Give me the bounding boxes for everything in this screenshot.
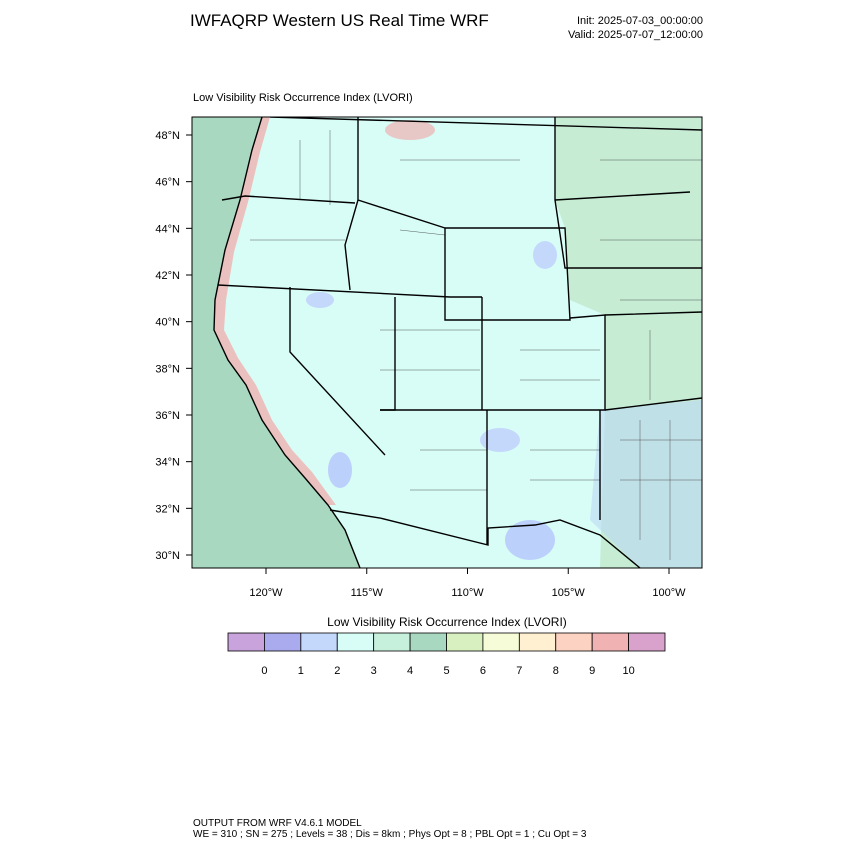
lon-label: 115°W [351, 587, 384, 599]
colorbar-box [227, 632, 265, 652]
colorbar-title: Low Visibility Risk Occurrence Index (LV… [327, 615, 567, 629]
colorbar-box [518, 632, 557, 652]
state-border [357, 199, 606, 411]
shade [385, 120, 435, 140]
shade [480, 428, 520, 452]
colorbar-box [409, 632, 447, 652]
map-subtitle: Low Visibility Risk Occurrence Index (LV… [193, 92, 413, 104]
colorbar-label: 9 [589, 665, 595, 677]
colorbar-box [446, 632, 484, 652]
coastal-band [214, 117, 336, 505]
shade [306, 292, 334, 308]
colorbar: 0 1 2 3 4 5 6 7 8 9 10 [227, 632, 666, 677]
colorbar-label: 5 [443, 665, 449, 677]
lon-label: 100°W [652, 587, 686, 599]
colorbar-label: 1 [298, 665, 304, 677]
colorbar-box [373, 632, 411, 652]
colorbar-box [555, 632, 593, 652]
colorbar-box [482, 632, 520, 652]
shade [505, 520, 555, 560]
lat-label: 40°N [155, 317, 180, 329]
colorbar-label: 2 [334, 665, 340, 677]
colorbar-label: 0 [261, 665, 267, 677]
lon-label: 120°W [249, 587, 283, 599]
colorbar-label: 7 [516, 665, 522, 677]
map-frame [191, 116, 703, 569]
colorbar-box [300, 632, 338, 652]
lat-label: 38°N [155, 363, 180, 375]
colorbar-label: 8 [553, 665, 559, 677]
state-border [217, 284, 482, 298]
lat-label: 46°N [155, 177, 180, 189]
country-border [329, 509, 641, 568]
country-border [269, 117, 702, 131]
ocean [192, 117, 360, 568]
shade [533, 241, 557, 269]
colorbar-box [336, 632, 375, 652]
lat-label: 32°N [155, 503, 180, 515]
init-time: Init: 2025-07-03_00:00:00 [577, 15, 703, 27]
texas-region [590, 400, 702, 568]
state-border [289, 287, 386, 456]
state-border [221, 195, 356, 204]
colorbar-label: 4 [407, 665, 413, 677]
coastline [213, 117, 361, 568]
colorbar-label: 6 [480, 665, 486, 677]
colorbar-label: 10 [622, 665, 634, 677]
title: IWFAQRP Western US Real Time WRF [190, 11, 489, 30]
lon-label: 110°W [451, 587, 484, 599]
lat-label: 30°N [155, 550, 180, 562]
footer-line: WE = 310 ; SN = 275 ; Levels = 38 ; Dis … [193, 829, 587, 840]
lat-label: 44°N [155, 223, 180, 235]
lon-label: 105°W [552, 587, 586, 599]
lat-label: 36°N [155, 410, 180, 422]
colorbar-box [591, 632, 629, 652]
lat-label: 34°N [155, 457, 180, 469]
state-border [344, 117, 359, 291]
map: 48°N 46°N 44°N 42°N 40°N 38°N 36°N 34°N 32°N 30°N… [155, 116, 703, 599]
state-border [486, 117, 702, 545]
state-border [444, 227, 571, 321]
county-lines [250, 130, 702, 560]
colorbar-label: 3 [371, 665, 377, 677]
lat-label: 48°N [155, 130, 180, 142]
colorbar-box [264, 632, 302, 652]
footer-line: OUTPUT FROM WRF V4.6.1 MODEL [193, 818, 362, 829]
shade [328, 452, 352, 488]
valid-time: Valid: 2025-07-07_12:00:00 [568, 29, 703, 41]
lat-label: 42°N [155, 270, 180, 282]
colorbar-box [628, 632, 666, 652]
